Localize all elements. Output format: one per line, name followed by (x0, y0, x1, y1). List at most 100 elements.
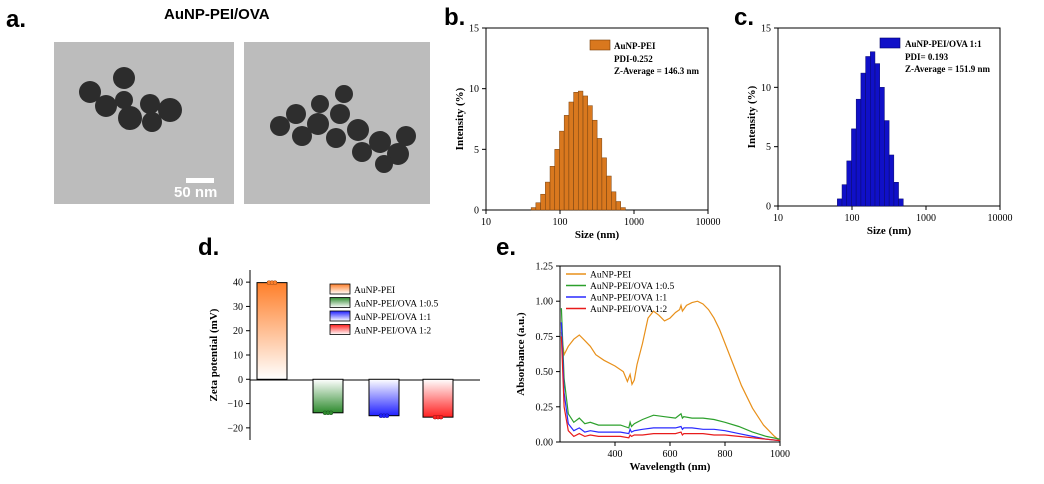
legend-label: AuNP-PEI/OVA 1:1 (590, 294, 667, 304)
tem-image-right (244, 42, 430, 204)
zeta-bar (422, 378, 454, 418)
legend-label: AuNP-PEI/OVA 1:2 (590, 305, 667, 315)
x-tick-label: 1000 (624, 217, 644, 228)
histogram-bar (620, 207, 626, 211)
x-tick-label: 100 (553, 217, 568, 228)
spectrum-line (560, 336, 781, 442)
panel-label-c: c. (734, 4, 755, 31)
legend-swatch (329, 283, 351, 295)
histogram-bar (879, 87, 885, 207)
legend-label: AuNP-PEI/OVA 1:0.5 (590, 282, 675, 292)
replicate-point (438, 414, 444, 420)
y-tick-label: 5 (474, 145, 479, 156)
tem-particles-left (54, 42, 234, 204)
y-tick-label: 1.00 (536, 297, 554, 308)
chart-b-annotation-zavg: Z-Average = 146.3 nm (614, 66, 699, 76)
x-tick-label: 10 (773, 213, 783, 224)
tem-image-left: 50 nm (54, 42, 234, 204)
chart-e-ylabel: Absorbance (a.u.) (515, 312, 527, 396)
histogram-bar (535, 202, 541, 211)
replicate-point (328, 410, 334, 416)
zeta-bar (312, 378, 344, 414)
x-tick-label: 800 (718, 449, 733, 460)
legend-swatch (329, 310, 351, 322)
legend-label: AuNP-PEI/OVA 1:0.5 (354, 300, 439, 310)
chart-d: −20 −10 0 10 20 30 40 Zeta potential (mV) AuNP… (208, 270, 480, 440)
chart-d-ylabel: Zeta potential (mV) (208, 308, 220, 401)
histogram-bar (841, 184, 847, 207)
chart-c-ylabel: Intensity (%) (746, 85, 758, 148)
tem-title: AuNP-PEI/OVA (164, 6, 270, 23)
x-tick-label: 100 (845, 213, 860, 224)
histogram-bar (573, 92, 579, 211)
chart-b-legend-label: AuNP-PEI (614, 41, 656, 51)
panel-label-e: e. (496, 234, 517, 261)
chart-e-frame (559, 265, 781, 443)
legend-swatch (329, 324, 351, 335)
x-tick-label: 1000 (916, 213, 936, 224)
histogram-bar (545, 181, 551, 211)
chart-b: 10 100 1000 10000 0 5 10 15 Size (nm) Intensit… (454, 24, 721, 242)
y-tick-label: 0.50 (536, 367, 554, 378)
histogram-bar (615, 201, 621, 211)
chart-b-ylabel: Intensity (%) (454, 87, 466, 150)
histogram-bar (874, 63, 880, 207)
histogram-bar (851, 128, 857, 207)
histogram-bar (888, 154, 895, 207)
x-tick-label: 10000 (696, 217, 721, 228)
chart-b-xlabel: Size (nm) (575, 229, 620, 241)
y-tick-label: 10 (233, 351, 243, 362)
chart-c: 10 100 1000 10000 0 5 10 15 Size (nm) Intensit… (746, 24, 1013, 238)
histogram-bar (587, 105, 593, 211)
chart-c-annotation-pdi: PDI= 0.193 (905, 52, 949, 62)
y-tick-label: −20 (227, 423, 243, 434)
y-tick-label: 0 (238, 375, 243, 386)
x-tick-label: 1000 (770, 449, 790, 460)
legend-label: AuNP-PEI/OVA 1:2 (354, 327, 431, 337)
legend-label: AuNP-PEI (354, 286, 395, 296)
histogram-bar (865, 56, 871, 207)
y-tick-label: 1.25 (536, 262, 554, 273)
histogram-bar (898, 198, 904, 207)
chart-b-legend-swatch (589, 39, 611, 51)
replicate-point (272, 280, 278, 285)
legend-swatch (329, 297, 351, 308)
y-tick-label: 20 (233, 326, 243, 337)
chart-c-annotation-zavg: Z-Average = 151.9 nm (905, 64, 990, 74)
histogram-bar (549, 166, 555, 211)
chart-e-xlabel: Wavelength (nm) (630, 461, 711, 473)
zeta-bar (256, 282, 288, 380)
histogram-bar (596, 138, 603, 211)
y-tick-label: 0.00 (536, 438, 554, 449)
replicate-point (384, 413, 390, 418)
histogram-bar (870, 51, 876, 207)
x-tick-label: 600 (663, 449, 678, 460)
y-tick-label: 0.25 (536, 402, 554, 413)
histogram-bar (611, 191, 617, 211)
histogram-bar (530, 207, 537, 211)
y-tick-label: 0.75 (536, 332, 554, 343)
histogram-bar (582, 95, 588, 211)
y-tick-label: 10 (469, 84, 479, 95)
chart-e: 400 600 800 1000 0.00 0.25 0.50 0.75 1.00 1.25 W… (515, 262, 790, 474)
spectrum-line (560, 322, 781, 442)
spectrum-line (560, 308, 781, 440)
y-tick-label: 15 (469, 24, 479, 35)
histogram-bar (893, 182, 899, 207)
histogram-bar (563, 115, 570, 211)
y-tick-label: 0 (474, 206, 479, 217)
histogram-bar (568, 101, 574, 211)
histogram-bar (601, 157, 607, 211)
y-tick-label: 30 (233, 302, 243, 313)
legend-label: AuNP-PEI (590, 271, 631, 281)
panel-label-b: b. (444, 4, 466, 31)
histogram-bar (554, 149, 560, 211)
histogram-bar (540, 193, 546, 211)
tem-particles-right (244, 42, 430, 204)
y-tick-label: −10 (227, 399, 243, 410)
panel-label-d: d. (198, 234, 220, 261)
legend-label: AuNP-PEI/OVA 1:1 (354, 313, 431, 323)
spectrum-line (560, 300, 781, 442)
histogram-bar (837, 198, 843, 207)
